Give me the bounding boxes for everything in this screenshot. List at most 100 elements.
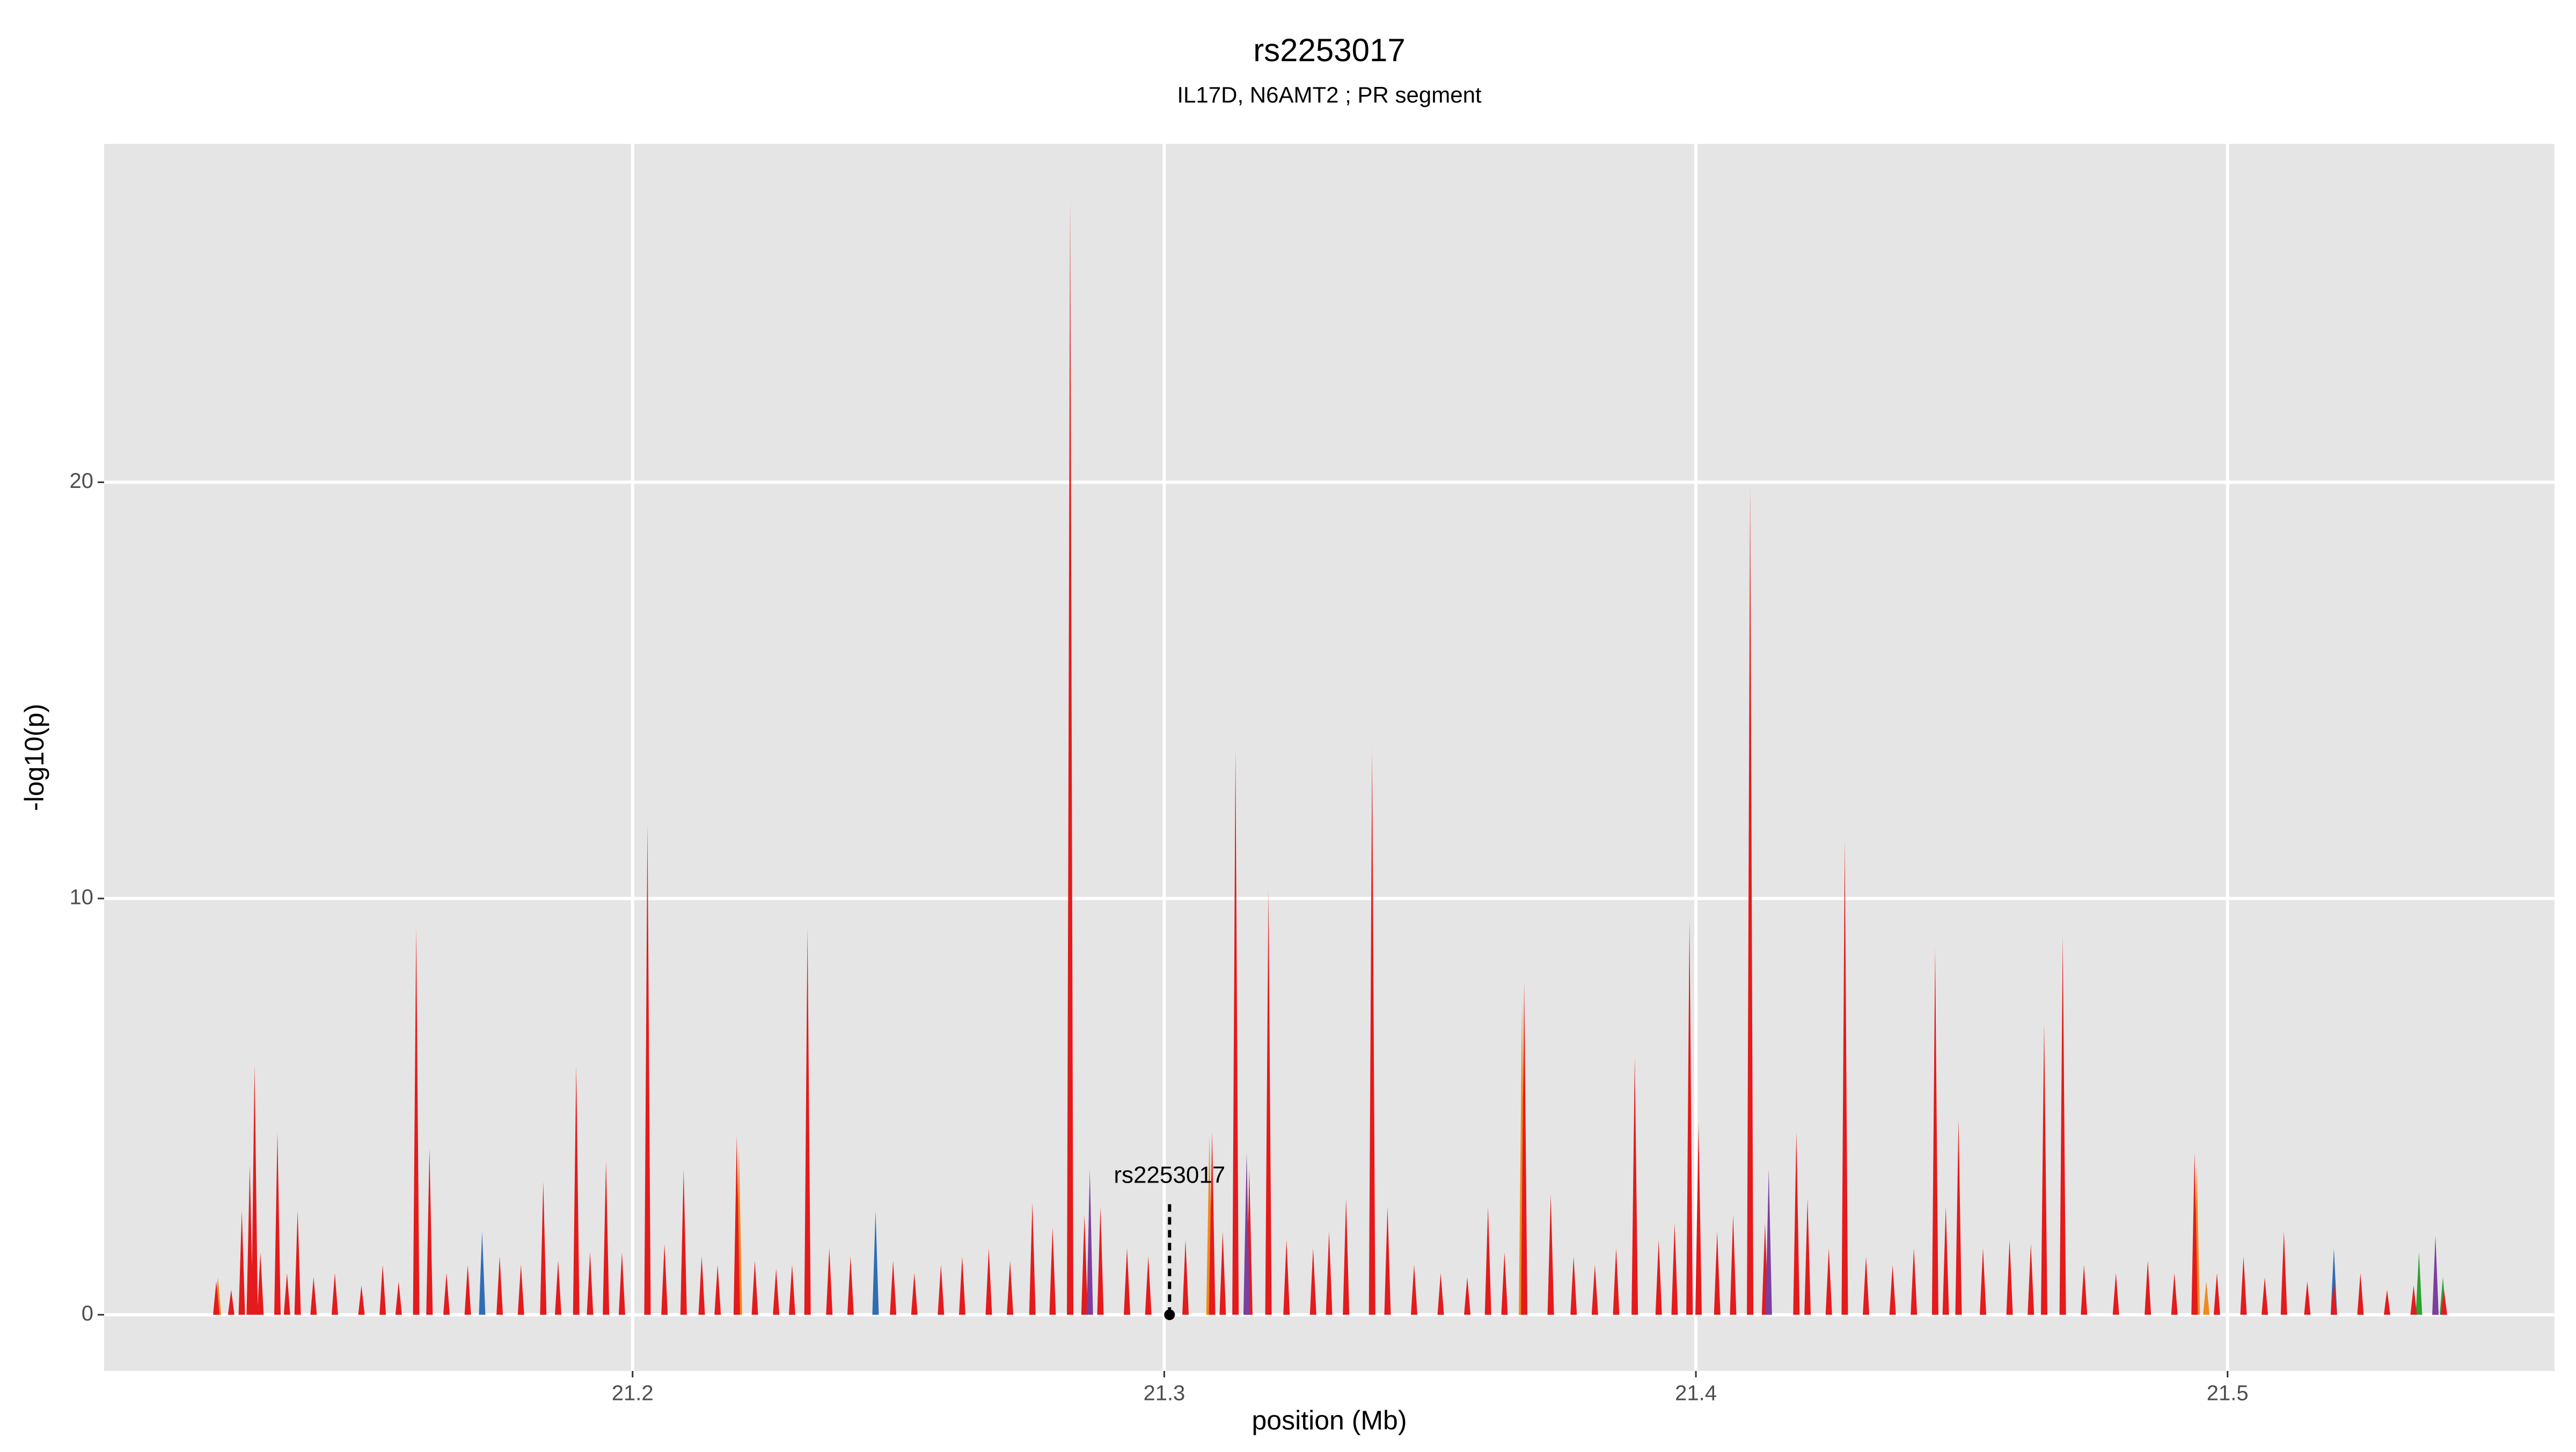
y-tick-label: 10 — [70, 885, 94, 909]
x-tick-label: 21.3 — [1143, 1382, 1185, 1405]
spike — [788, 1265, 795, 1315]
spike — [1437, 1273, 1444, 1315]
spike — [1124, 1248, 1131, 1315]
spike — [1521, 981, 1528, 1315]
spike — [911, 1273, 918, 1315]
spike — [379, 1265, 386, 1315]
spike — [2432, 1235, 2439, 1315]
spike — [2040, 1023, 2047, 1315]
spike — [443, 1273, 450, 1315]
spike — [1067, 199, 1074, 1315]
spike — [804, 928, 811, 1315]
spike — [1209, 1132, 1216, 1315]
spike — [2304, 1281, 2311, 1315]
spike — [274, 1132, 281, 1315]
spike — [587, 1252, 594, 1315]
spike — [1911, 1248, 1918, 1315]
spike — [1411, 1265, 1418, 1315]
spike — [1955, 1119, 1962, 1315]
spike — [1501, 1252, 1508, 1315]
spike — [1570, 1256, 1577, 1315]
spike — [1029, 1202, 1036, 1315]
spike — [872, 1210, 879, 1315]
spike — [213, 1281, 220, 1315]
spike — [751, 1260, 758, 1315]
spike — [1841, 840, 1848, 1315]
spike — [1368, 748, 1375, 1315]
spike — [426, 1148, 433, 1315]
spike — [1793, 1132, 1800, 1315]
spike — [1980, 1248, 1987, 1315]
spike — [1309, 1248, 1316, 1315]
spike — [2416, 1252, 2423, 1315]
spike — [238, 1210, 245, 1315]
spike — [251, 1065, 258, 1315]
spike — [1219, 1231, 1226, 1315]
spike — [1686, 919, 1693, 1315]
spike — [358, 1286, 365, 1315]
spike — [985, 1248, 992, 1315]
spike — [847, 1256, 854, 1315]
x-axis-label: position (Mb) — [1252, 1405, 1407, 1435]
spike — [1804, 1198, 1811, 1315]
spike — [938, 1265, 945, 1315]
spike — [1889, 1265, 1896, 1315]
spike — [2112, 1273, 2119, 1315]
spike — [1631, 1056, 1638, 1315]
spike — [1232, 748, 1239, 1315]
spike — [257, 1252, 264, 1315]
spike — [395, 1281, 402, 1315]
spike — [2357, 1273, 2364, 1315]
spike — [1931, 948, 1938, 1315]
spike — [573, 1065, 580, 1315]
spike — [1863, 1256, 1870, 1315]
spike — [540, 1181, 547, 1315]
spike — [1747, 486, 1754, 1315]
x-tick-label: 21.5 — [2207, 1382, 2249, 1405]
spike — [294, 1210, 301, 1315]
annotation-point — [1164, 1309, 1175, 1320]
spike — [1097, 1206, 1104, 1315]
spike — [555, 1260, 562, 1315]
spike — [2213, 1273, 2220, 1315]
spike — [1942, 1206, 1949, 1315]
spike — [1086, 1169, 1093, 1315]
spike — [2262, 1277, 2268, 1315]
spike — [1714, 1231, 1721, 1315]
spike — [958, 1256, 965, 1315]
spike — [2410, 1286, 2417, 1315]
spike — [2081, 1265, 2088, 1315]
spike — [496, 1256, 503, 1315]
spike — [2440, 1289, 2447, 1315]
panel — [104, 144, 2555, 1371]
spike — [826, 1248, 833, 1315]
spike — [644, 823, 651, 1315]
chart-title: rs2253017 — [1253, 32, 1406, 68]
spike — [2006, 1239, 2013, 1315]
spike — [331, 1273, 338, 1315]
spike — [2171, 1273, 2178, 1315]
spike — [733, 1135, 740, 1315]
annotation-label: rs2253017 — [1114, 1162, 1225, 1188]
y-axis-label: -log10(p) — [19, 704, 49, 811]
x-tick-label: 21.4 — [1675, 1382, 1717, 1405]
spike — [1730, 1215, 1737, 1315]
spike — [2240, 1256, 2247, 1315]
spike — [2145, 1260, 2151, 1315]
y-tick-label: 20 — [70, 469, 94, 493]
spike — [603, 1161, 610, 1315]
y-tick-label: 0 — [82, 1302, 93, 1325]
spike — [1547, 1194, 1554, 1315]
spike — [1484, 1206, 1491, 1315]
spike — [1613, 1248, 1620, 1315]
spike — [479, 1231, 486, 1315]
spike — [2203, 1281, 2210, 1315]
spike — [246, 1165, 253, 1315]
spike — [2028, 1244, 2035, 1315]
spike — [2330, 1281, 2337, 1315]
spike — [1182, 1239, 1189, 1315]
spike — [310, 1277, 317, 1315]
spike — [1825, 1248, 1832, 1315]
